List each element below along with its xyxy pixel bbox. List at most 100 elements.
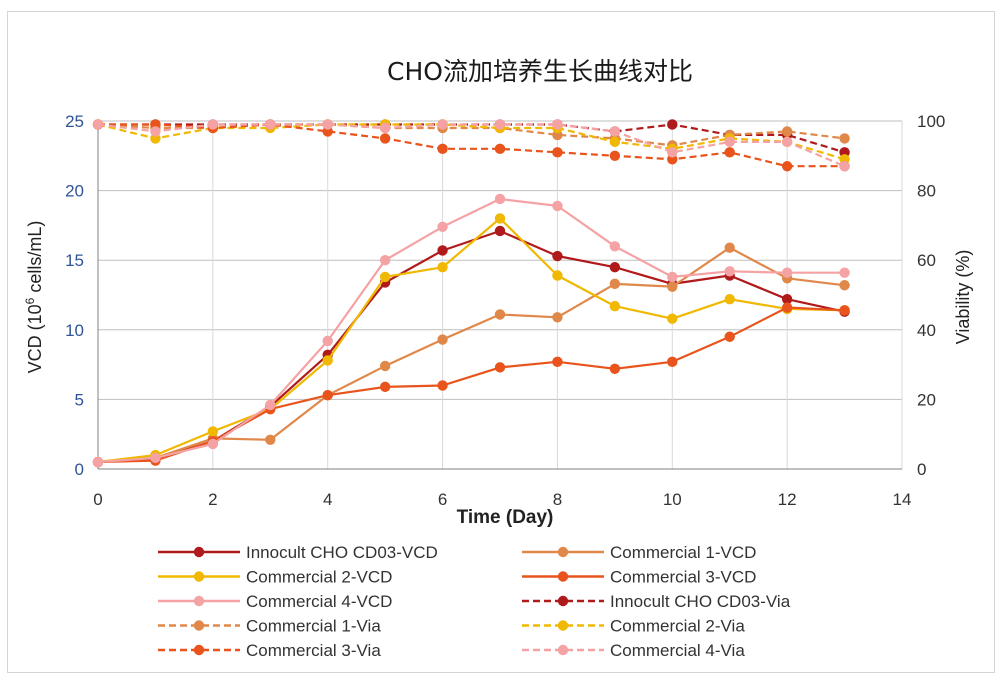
legend-item: Innocult CHO CD03-VCD (158, 543, 438, 562)
data-point (552, 200, 563, 212)
series-commercial-2-vcd (92, 213, 850, 468)
y-right-tick-label: 40 (917, 321, 936, 340)
data-point (92, 456, 104, 468)
series-innocult-cho-cd03-vcd (92, 225, 850, 468)
legend-label: Commercial 4-VCD (246, 592, 392, 611)
y-left-tick-label: 0 (75, 460, 84, 479)
legend-label: Commercial 2-Via (610, 617, 745, 636)
data-point (724, 331, 735, 342)
data-point (437, 221, 448, 232)
data-point (437, 334, 448, 345)
legend-swatch-marker (193, 546, 205, 558)
x-tick-label: 0 (93, 490, 102, 509)
legend-swatch-marker (193, 571, 205, 582)
y-left-tick-label: 25 (65, 112, 84, 131)
legend-item: Commercial 1-Via (158, 617, 381, 636)
legend-label: Commercial 1-Via (246, 617, 381, 636)
legend-swatch-marker (193, 595, 205, 607)
y-right-tick-label: 80 (917, 182, 936, 201)
data-point (322, 335, 333, 347)
legend-swatch-marker (557, 644, 569, 656)
data-point (839, 161, 850, 172)
data-point (781, 302, 793, 313)
data-point (494, 143, 506, 155)
data-point (265, 119, 276, 130)
legend-label: Commercial 4-Via (610, 641, 745, 660)
series-line (97, 306, 845, 464)
x-tick-label: 6 (438, 490, 447, 509)
data-point (781, 293, 793, 305)
data-point (609, 136, 621, 148)
x-tick-label: 12 (778, 490, 797, 509)
chart-title: CHO流加培养生长曲线对比 (387, 57, 693, 86)
data-point (322, 119, 333, 130)
legend-item: Innocult CHO CD03-Via (522, 592, 791, 611)
series-line (97, 197, 845, 464)
legend-label: Commercial 3-Via (246, 641, 381, 660)
data-point (609, 363, 621, 374)
data-point (724, 147, 735, 158)
x-axis-label: Time (Day) (457, 507, 554, 528)
y-left-tick-label: 10 (65, 321, 84, 340)
data-point (839, 305, 850, 316)
legend-label: Commercial 2-VCD (246, 568, 392, 587)
series-commercial-3-vcd (92, 302, 850, 468)
data-point (667, 313, 678, 324)
data-point (437, 143, 448, 155)
legend-item: Commercial 3-VCD (522, 568, 756, 587)
data-point (609, 150, 621, 161)
data-point (92, 119, 104, 130)
data-point (724, 136, 735, 148)
data-point (667, 119, 678, 130)
legend-item: Commercial 2-VCD (158, 568, 392, 587)
y-right-tick-label: 20 (917, 390, 936, 409)
data-point (839, 267, 850, 278)
series-line (97, 123, 846, 168)
data-point (839, 133, 850, 144)
y-axis-right-label: Viability (%) (953, 250, 973, 345)
y-left-tick-label: 5 (75, 390, 84, 409)
data-point (724, 293, 735, 305)
data-point (494, 225, 506, 237)
data-point (437, 245, 448, 256)
data-point (494, 309, 506, 320)
y-axis-left-label: VCD (106 cells/mL) (23, 221, 45, 374)
data-point (724, 266, 735, 277)
data-point (379, 255, 391, 266)
x-tick-label: 10 (663, 490, 682, 509)
legend-item: Commercial 3-Via (158, 641, 381, 660)
legend-label: Innocult CHO CD03-Via (610, 592, 791, 611)
data-point (781, 126, 793, 137)
data-point (609, 241, 621, 252)
data-point (150, 126, 161, 137)
data-point (552, 270, 563, 281)
legend-swatch-marker (557, 546, 569, 558)
data-point (609, 261, 621, 273)
data-point (552, 312, 563, 323)
x-tick-label: 2 (208, 490, 217, 509)
data-point (150, 452, 161, 464)
data-point (552, 147, 563, 158)
legend-swatch-marker (557, 620, 569, 631)
data-point (839, 280, 850, 291)
data-point (494, 213, 506, 224)
data-point (379, 271, 391, 283)
data-point (667, 271, 678, 283)
data-point (724, 242, 735, 253)
legend-item: Commercial 2-Via (522, 617, 745, 636)
x-tick-label: 14 (893, 490, 912, 509)
y-right-tick-label: 60 (917, 251, 936, 270)
data-point (667, 356, 678, 368)
data-point (265, 399, 276, 411)
series-line (97, 217, 845, 464)
y-left-tick-label: 15 (65, 251, 84, 270)
series-commercial-4-via (92, 119, 850, 172)
data-point (609, 300, 621, 312)
data-point (609, 278, 621, 290)
legend-item: Commercial 4-VCD (158, 592, 392, 611)
data-point (322, 355, 333, 366)
legend-swatch-marker (193, 620, 205, 631)
legend-label: Commercial 3-VCD (610, 568, 756, 587)
data-point (207, 426, 219, 437)
data-point (552, 356, 563, 368)
